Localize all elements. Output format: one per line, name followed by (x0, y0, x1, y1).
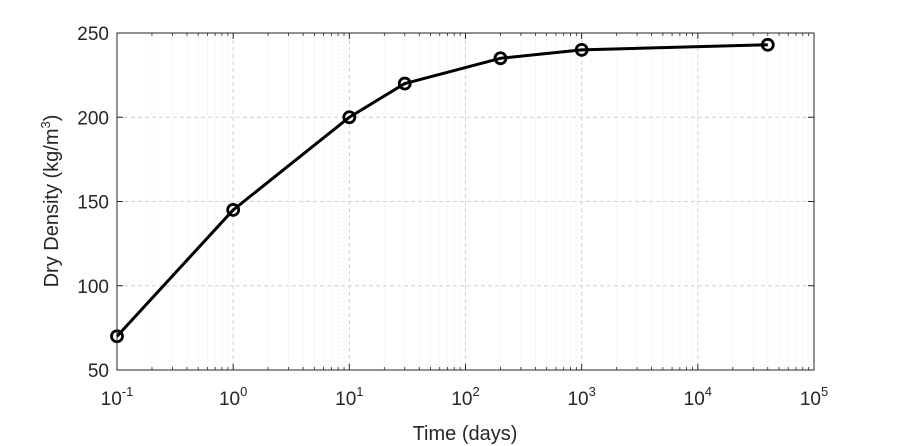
x-tick-label-exponent: 0 (240, 384, 247, 399)
x-tick-label-exponent: 5 (821, 384, 828, 399)
data-point (574, 42, 589, 57)
x-tick-label-exponent: 2 (472, 384, 479, 399)
x-tick-label-base: 10 (684, 389, 705, 410)
x-axis-label: Time (days) (413, 423, 518, 445)
x-tick-label-base: 10 (451, 389, 472, 410)
data-point (226, 203, 241, 217)
x-tick-label: 100 (219, 384, 247, 410)
x-tick-label-exponent: 1 (356, 384, 363, 399)
x-tick-label: 102 (451, 384, 479, 410)
x-tick-label-base: 10 (219, 389, 240, 410)
y-axis-label-close: ) (41, 115, 63, 122)
ticks-layer (116, 32, 815, 371)
x-tick-label-base: 10 (567, 389, 588, 410)
y-tick-label: 100 (77, 277, 109, 298)
x-tick-label-base: 10 (335, 389, 356, 410)
data-point (342, 110, 357, 125)
x-tick-label: 101 (335, 384, 363, 410)
x-tick-label-exponent: 4 (705, 384, 712, 399)
y-axis-label-main: Dry Density (kg/m (41, 129, 63, 288)
data-point (397, 76, 412, 91)
y-tick-label: 50 (88, 361, 109, 382)
series-line (115, 43, 768, 338)
x-tick-label: 103 (567, 384, 595, 410)
y-tick-label: 150 (77, 193, 109, 214)
x-tick-label: 105 (800, 384, 828, 410)
y-tick-label: 200 (77, 108, 109, 129)
x-tick-label-base: 10 (101, 389, 122, 410)
x-tick-label-exponent: 3 (589, 384, 596, 399)
y-axis-label: Dry Density (kg/m3) (38, 115, 63, 288)
data-point (760, 37, 775, 52)
x-tick-label-exponent: -1 (122, 384, 134, 399)
y-axis-label-superscript: 3 (38, 121, 53, 128)
x-tick-label: 104 (684, 384, 712, 410)
x-tick-label: 10-1 (101, 384, 134, 410)
y-tick-label: 250 (77, 24, 109, 45)
x-tick-label-base: 10 (800, 389, 821, 410)
data-point (493, 51, 508, 66)
